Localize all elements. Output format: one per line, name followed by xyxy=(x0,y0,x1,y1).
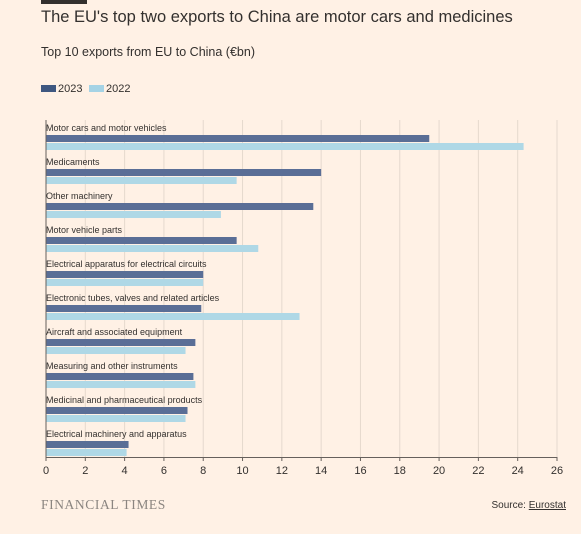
chart-title: The EU's top two exports to China are mo… xyxy=(41,8,513,26)
source-link[interactable]: Eurostat xyxy=(528,500,566,511)
x-tick-label: 20 xyxy=(433,465,445,477)
x-tick-label: 4 xyxy=(122,465,128,477)
category-label: Electrical apparatus for electrical circ… xyxy=(46,259,207,269)
category-label: Medicinal and pharmaceutical products xyxy=(46,395,203,405)
x-tick-label: 18 xyxy=(394,465,406,477)
bar-2022 xyxy=(46,381,196,388)
bar-2023 xyxy=(46,203,314,210)
bar-2022 xyxy=(46,449,127,456)
bar-2023 xyxy=(46,169,322,176)
bar-2023 xyxy=(46,339,196,346)
x-tick-label: 0 xyxy=(43,465,49,477)
bar-2023 xyxy=(46,373,194,380)
x-tick-label: 14 xyxy=(315,465,327,477)
source-prefix: Source: xyxy=(491,500,529,511)
x-tick-label: 8 xyxy=(200,465,206,477)
category-label: Electronic tubes, valves and related art… xyxy=(46,293,220,303)
category-label: Electrical machinery and apparatus xyxy=(46,429,187,439)
x-tick-label: 16 xyxy=(354,465,366,477)
category-label: Motor cars and motor vehicles xyxy=(46,123,167,133)
source-note: Source: Eurostat xyxy=(492,500,567,511)
x-tick-label: 24 xyxy=(512,465,524,477)
chart-subtitle: Top 10 exports from EU to China (€bn) xyxy=(41,45,255,59)
x-tick-label: 6 xyxy=(161,465,167,477)
category-label: Other machinery xyxy=(46,191,113,201)
bar-2022 xyxy=(46,211,221,218)
category-label: Measuring and other instruments xyxy=(46,361,178,371)
x-tick-label: 2 xyxy=(82,465,88,477)
x-tick-label: 12 xyxy=(276,465,288,477)
legend-swatch-2023 xyxy=(41,85,56,92)
bar-2023 xyxy=(46,135,430,142)
legend-swatch-2022 xyxy=(89,85,104,92)
bar-2022 xyxy=(46,177,237,184)
bar-2022 xyxy=(46,143,524,150)
legend-label-2022: 2022 xyxy=(106,83,131,95)
brand-logo: FINANCIAL TIMES xyxy=(41,497,166,512)
legend-label-2023: 2023 xyxy=(58,83,83,95)
x-tick-label: 22 xyxy=(472,465,484,477)
bar-chart: Motor cars and motor vehicles Medicaments… xyxy=(43,120,563,477)
bar-2023 xyxy=(46,271,204,278)
bar-2023 xyxy=(46,237,237,244)
bar-2023 xyxy=(46,441,129,448)
bar-2022 xyxy=(46,245,259,252)
bar-2023 xyxy=(46,305,202,312)
x-tick-label: 26 xyxy=(551,465,563,477)
bar-2022 xyxy=(46,347,186,354)
bar-2022 xyxy=(46,279,204,286)
bar-2022 xyxy=(46,415,186,422)
category-label: Medicaments xyxy=(46,157,100,167)
category-label: Motor vehicle parts xyxy=(46,225,123,235)
bar-2022 xyxy=(46,313,300,320)
title-accent-rule xyxy=(41,0,87,4)
bar-2023 xyxy=(46,407,188,414)
x-tick-label: 10 xyxy=(236,465,248,477)
category-label: Aircraft and associated equipment xyxy=(46,327,183,337)
